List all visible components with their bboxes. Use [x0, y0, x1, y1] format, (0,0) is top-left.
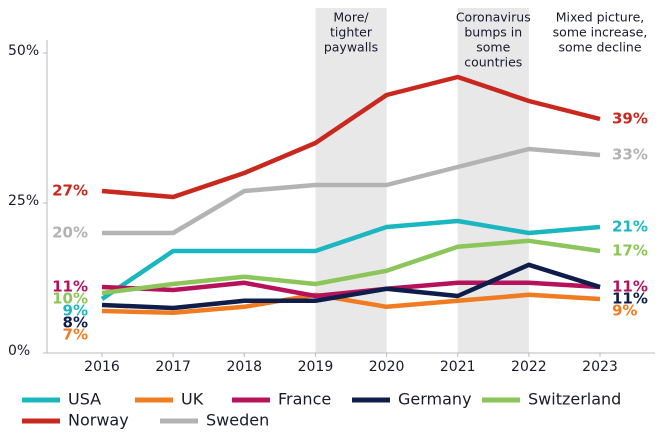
value-label: 20% — [52, 224, 88, 242]
line-series — [102, 146, 601, 236]
line-series — [101, 262, 601, 311]
band-annotation: Coronavirus — [456, 10, 531, 25]
value-label: 11% — [612, 278, 648, 296]
annotation: some decline — [558, 40, 641, 55]
value-label: 21% — [612, 218, 648, 236]
band-annotation: tighter — [330, 25, 373, 40]
value-label: 17% — [612, 242, 648, 260]
value-label: 7% — [63, 326, 88, 344]
band-annotation: some — [476, 40, 510, 55]
annotation: some increase, — [553, 25, 648, 40]
x-tick-label: 2018 — [226, 359, 262, 375]
band-annotation: countries — [464, 55, 522, 70]
value-label: 11% — [612, 290, 648, 308]
value-label: 27% — [52, 182, 88, 200]
legend-label: Germany — [398, 390, 472, 409]
legend-label: Switzerland — [528, 390, 621, 409]
legend-label: USA — [68, 390, 101, 409]
annotation: Mixed picture, — [556, 10, 645, 25]
x-tick-label: 2019 — [298, 359, 334, 375]
y-tick-label: 0% — [8, 343, 30, 359]
x-tick-label: 2020 — [369, 359, 405, 375]
line-series — [100, 218, 601, 301]
value-label: 8% — [63, 314, 88, 332]
value-label: 10% — [52, 290, 88, 308]
value-label: 9% — [612, 302, 637, 320]
line-series — [101, 238, 601, 296]
y-tick-label: 25% — [8, 193, 39, 209]
band-annotation: More/ — [333, 10, 369, 25]
value-label: 39% — [612, 110, 648, 128]
y-tick-label: 50% — [8, 43, 39, 59]
legend-label: UK — [181, 390, 204, 409]
legend-label: Sweden — [206, 411, 269, 430]
x-tick-label: 2016 — [84, 359, 120, 375]
x-tick-label: 2017 — [155, 359, 191, 375]
value-label: 11% — [52, 278, 88, 296]
legend-label: France — [278, 390, 331, 409]
value-label: 33% — [612, 146, 648, 164]
x-tick-label: 2022 — [511, 359, 547, 375]
line-series — [101, 280, 601, 299]
value-label: 9% — [63, 302, 88, 320]
legend-label: Norway — [68, 411, 129, 430]
x-tick-label: 2021 — [440, 359, 476, 375]
x-tick-label: 2023 — [582, 359, 618, 375]
band-annotation: paywalls — [324, 40, 378, 55]
band-annotation: bumps in — [464, 25, 522, 40]
line-series — [101, 292, 601, 316]
line-series — [101, 74, 601, 200]
